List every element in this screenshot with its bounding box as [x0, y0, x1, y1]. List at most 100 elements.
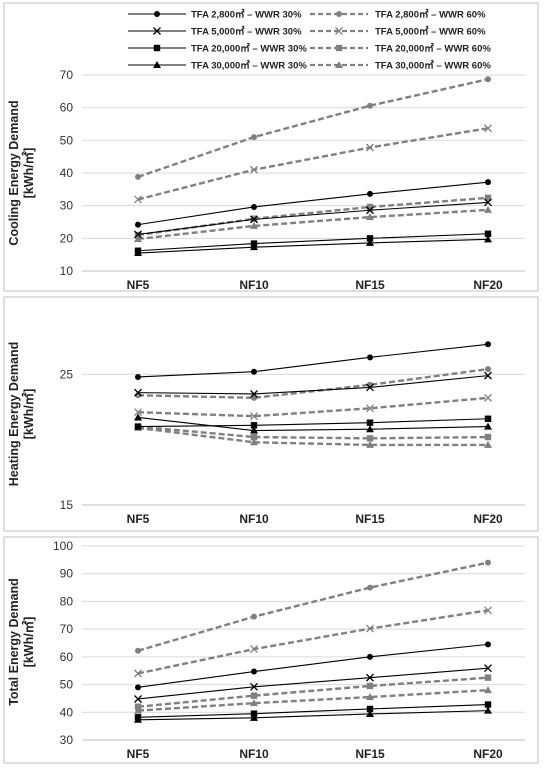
total-series-tfa-20-000-wwr-30-line	[137, 703, 489, 718]
legend-entry-tfa-5-000-wwr-60-label: TFA 5,000㎡ – WWR 60%	[375, 26, 486, 38]
heating-y-tick-25: 25	[60, 367, 74, 381]
heating-series-tfa-2-800-wwr-30-point-nf5	[135, 373, 141, 380]
cooling-series-tfa-5-000-wwr-30-point-nf10	[250, 215, 258, 224]
cooling-panel-frame	[3, 2, 539, 292]
cooling-series-tfa-30-000-wwr-30-point-nf15	[366, 238, 374, 246]
total-series-tfa-2-800-wwr-30-point-nf15	[367, 653, 373, 660]
heating-series-tfa-30-000-wwr-30-point-nf5	[134, 413, 142, 421]
legend-entry-tfa-5-000-wwr-30-label: TFA 5,000㎡ – WWR 30%	[191, 26, 302, 38]
total-series-tfa-5-000-wwr-30-line	[137, 667, 489, 700]
heating-series-tfa-30-000-wwr-30-line	[137, 416, 489, 432]
cooling-series-tfa-5-000-wwr-30-point-nf15	[366, 206, 374, 215]
cooling-y-axis-label-line2: [kWh/㎡]	[21, 148, 36, 199]
cooling-series-tfa-20-000-wwr-30-point-nf15	[366, 235, 374, 242]
heating-y-axis-label-line1: Heating Energy Demand	[7, 342, 21, 486]
heating-x-tick-nf15: NF15	[355, 512, 385, 526]
cooling-y-tick-50: 50	[60, 133, 74, 147]
legend-entry-tfa-30-000-wwr-60-marker	[335, 61, 343, 68]
cooling-series-tfa-5-000-wwr-60-point-nf15	[366, 143, 374, 152]
heating-series-tfa-5-000-wwr-30-point-nf5	[134, 388, 142, 397]
cooling-series-tfa-30-000-wwr-30-line	[137, 238, 489, 254]
total-tick-labels: 30 40 50 60 70 80 90 100 NF5 NF10 NF15 NF20	[53, 539, 503, 761]
cooling-y-tick-30: 30	[60, 199, 74, 213]
cooling-gridlines	[82, 74, 525, 239]
total-series-tfa-5-000-wwr-30-point-nf15	[366, 673, 374, 682]
cooling-series-tfa-30-000-wwr-60-point-nf10	[250, 221, 258, 229]
total-series-tfa-5-000-wwr-60-point-nf10	[250, 645, 258, 654]
total-y-tick-90: 90	[60, 567, 74, 581]
legend-entry-tfa-2-800-wwr-60-marker	[336, 11, 342, 17]
cooling-y-tick-40: 40	[60, 166, 74, 180]
heating-series	[134, 341, 492, 448]
cooling-series-tfa-5-000-wwr-60-line	[137, 127, 489, 201]
total-series-tfa-30-000-wwr-30-line	[137, 710, 489, 721]
cooling-series-tfa-2-800-wwr-60-point-nf20	[485, 76, 491, 83]
cooling-series-tfa-2-800-wwr-30-point-nf10	[251, 203, 257, 210]
cooling-series-tfa-30-000-wwr-60-point-nf20	[484, 205, 492, 213]
heating-series-tfa-20-000-wwr-30-point-nf10	[250, 422, 258, 429]
total-y-tick-30: 30	[60, 733, 74, 747]
legend-entry-tfa-30-000-wwr-30-label: TFA 30,000㎡ – WWR 30%	[191, 60, 307, 72]
cooling-series-tfa-2-800-wwr-30-line	[137, 181, 489, 226]
total-series-tfa-2-800-wwr-60-point-nf15	[367, 584, 373, 591]
heating-series-tfa-30-000-wwr-60-point-nf10	[250, 438, 258, 446]
total-series-tfa-30-000-wwr-30-point-nf10	[250, 713, 258, 721]
total-series-tfa-30-000-wwr-60-point-nf5	[134, 706, 142, 714]
total-y-tick-60: 60	[60, 650, 74, 664]
heating-series-tfa-20-000-wwr-30-line	[137, 418, 489, 428]
heating-series-tfa-5-000-wwr-30-line	[137, 375, 489, 395]
heating-series-tfa-30-000-wwr-30-point-nf10	[250, 426, 258, 434]
heating-x-tick-nf20: NF20	[473, 512, 503, 526]
heating-series-tfa-20-000-wwr-60-line	[137, 425, 489, 440]
legend-entry-tfa-5-000-wwr-30-marker	[153, 27, 161, 35]
total-series-tfa-20-000-wwr-60-point-nf10	[250, 692, 258, 699]
total-series-tfa-5-000-wwr-60-point-nf5	[134, 669, 142, 678]
legend-entry-tfa-30-000-wwr-60-label: TFA 30,000㎡ – WWR 60%	[375, 60, 491, 72]
total-series	[134, 559, 492, 723]
legend-entry-tfa-20-000-wwr-60-label: TFA 20,000㎡ – WWR 60%	[375, 43, 491, 55]
cooling-series-tfa-30-000-wwr-60-point-nf15	[366, 213, 374, 221]
heating-series-tfa-2-800-wwr-30-point-nf20	[485, 341, 491, 348]
heating-x-tick-nf5: NF5	[127, 512, 150, 526]
total-series-tfa-2-800-wwr-30-point-nf5	[135, 684, 141, 691]
total-series-tfa-2-800-wwr-60-point-nf20	[485, 559, 491, 566]
total-y-tick-70: 70	[60, 622, 74, 636]
heating-panel-frame	[3, 296, 539, 532]
heating-series-tfa-2-800-wwr-30-line	[137, 343, 489, 378]
heating-series-tfa-20-000-wwr-60-point-nf15	[366, 435, 374, 442]
total-series-tfa-30-000-wwr-60-line	[137, 688, 489, 712]
heating-series-tfa-2-800-wwr-30-point-nf15	[367, 354, 373, 361]
total-panel-frame	[3, 536, 539, 764]
legend-entry-tfa-2-800-wwr-60-label: TFA 2,800㎡ – WWR 60%	[375, 9, 486, 21]
legend-entry-tfa-5-000-wwr-60-marker	[335, 27, 343, 35]
cooling-x-tick-nf10: NF10	[239, 278, 269, 292]
heating-series-tfa-2-800-wwr-60-point-nf10	[251, 394, 257, 401]
cooling-y-tick-10: 10	[60, 264, 74, 278]
cooling-series-tfa-5-000-wwr-30-point-nf20	[484, 198, 492, 207]
total-series-tfa-2-800-wwr-60-line	[137, 561, 489, 652]
cooling-series	[134, 76, 492, 257]
legend-entry-tfa-20-000-wwr-30-label: TFA 20,000㎡ – WWR 30%	[191, 43, 307, 55]
heating-series-tfa-30-000-wwr-30-point-nf20	[484, 422, 492, 430]
total-series-tfa-5-000-wwr-30-point-nf5	[134, 695, 142, 703]
legend-entry-tfa-30-000-wwr-30-marker	[153, 61, 161, 68]
total-y-tick-50: 50	[60, 678, 74, 692]
total-series-tfa-30-000-wwr-60-point-nf10	[250, 699, 258, 707]
total-series-tfa-2-800-wwr-30-point-nf20	[485, 641, 491, 648]
total-series-tfa-20-000-wwr-60-point-nf20	[484, 674, 492, 681]
heating-series-tfa-30-000-wwr-30-point-nf15	[366, 425, 374, 433]
cooling-y-axis-label: Cooling Energy Demand[kWh/㎡]	[7, 100, 36, 245]
cooling-series-tfa-2-800-wwr-30-point-nf15	[367, 190, 373, 197]
cooling-energy-chart: 10 20 30 40 50 60 70 NF5 NF10 NF15 NF20 Cooling En…	[7, 68, 525, 292]
cooling-series-tfa-5-000-wwr-30-line	[137, 201, 489, 235]
legend: TFA 2,800㎡ – WWR 30% TFA 2,800㎡ – WWR 60%…	[128, 9, 491, 72]
total-series-tfa-5-000-wwr-60-line	[137, 609, 489, 675]
total-y-tick-80: 80	[60, 594, 74, 608]
cooling-x-tick-nf20: NF20	[473, 278, 503, 292]
heating-series-tfa-20-000-wwr-30-point-nf5	[134, 423, 142, 430]
total-series-tfa-2-800-wwr-60-point-nf5	[135, 647, 141, 654]
legend-entry-tfa-2-800-wwr-30-marker	[154, 11, 160, 17]
cooling-x-tick-nf15: NF15	[355, 278, 385, 292]
total-series-tfa-2-800-wwr-60-point-nf10	[251, 613, 257, 620]
